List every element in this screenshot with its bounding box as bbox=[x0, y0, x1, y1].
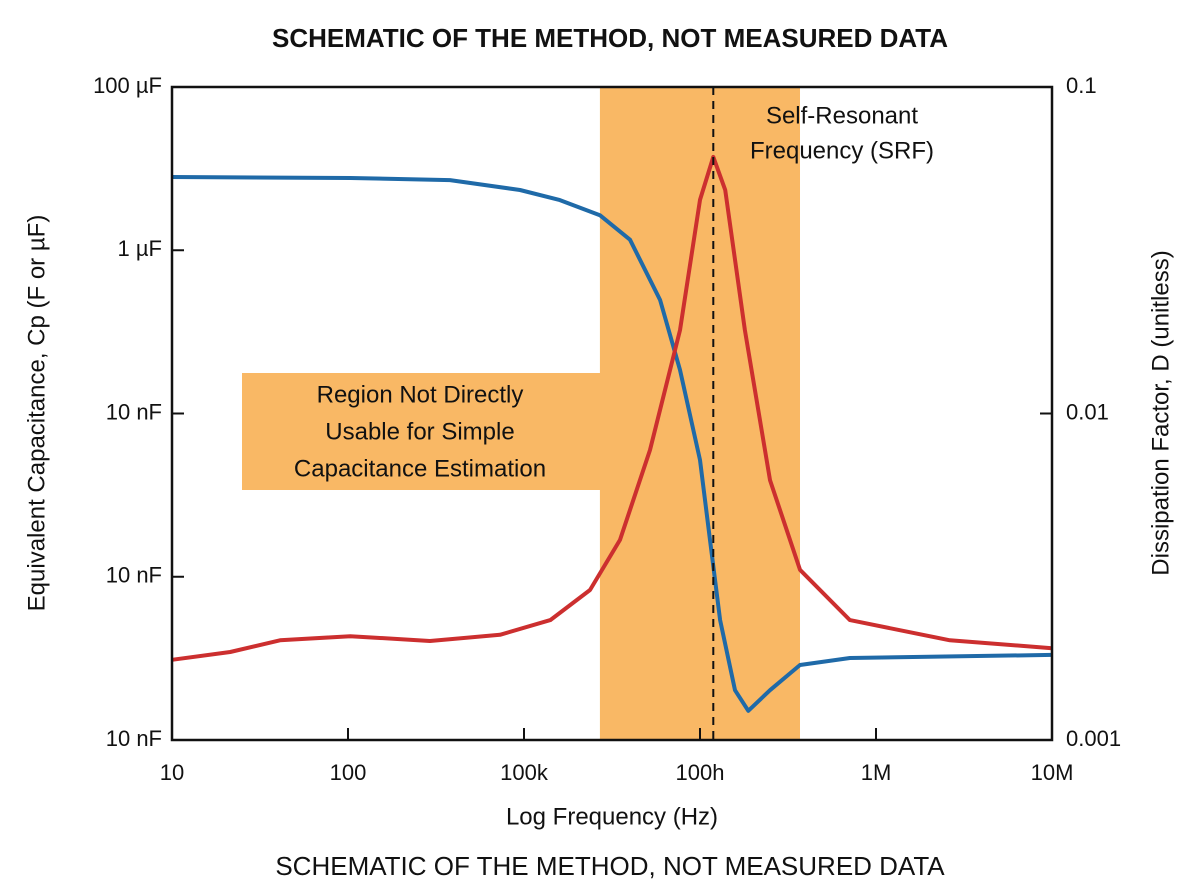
y-tick-label: 10 nF bbox=[106, 399, 162, 424]
annotation-text: Region Not Directly bbox=[317, 381, 524, 408]
chart-title: SCHEMATIC OF THE METHOD, NOT MEASURED DA… bbox=[272, 23, 948, 53]
data-line bbox=[171, 175, 1053, 713]
annotation-text: Capacitance Estimation bbox=[294, 455, 546, 482]
annotation-box bbox=[242, 373, 602, 490]
y-axis-label: Equivalent Capacitance, Cp (F or µF) bbox=[23, 215, 50, 612]
x-tick-label: 10 bbox=[160, 760, 184, 785]
x-axis-label: Log Frequency (Hz) bbox=[506, 803, 718, 830]
y-tick-label: 10 nF bbox=[106, 726, 162, 751]
chart-footer: SCHEMATIC OF THE METHOD, NOT MEASURED DA… bbox=[275, 851, 945, 881]
y-tick-label: 10 nF bbox=[106, 563, 162, 588]
y2-axis-label: Dissipation Factor, D (unitless) bbox=[1147, 250, 1174, 575]
annotation-text: Usable for Simple bbox=[325, 418, 514, 445]
y-tick-label: 100 µF bbox=[93, 73, 162, 98]
x-tick-label: 100 bbox=[330, 760, 367, 785]
x-tick-label: 10M bbox=[1031, 760, 1074, 785]
y-tick-label: 1 µF bbox=[118, 236, 162, 261]
x-tick-label: 100k bbox=[500, 760, 549, 785]
x-tick-label: 100h bbox=[676, 760, 725, 785]
data-line bbox=[171, 154, 1053, 662]
y2-tick-label: 0.01 bbox=[1066, 399, 1109, 424]
y2-tick-label: 0.1 bbox=[1066, 73, 1097, 98]
y2-tick-label: 0.001 bbox=[1066, 726, 1121, 751]
annotation-text: Self-Resonant bbox=[766, 102, 918, 129]
x-tick-label: 1M bbox=[861, 760, 892, 785]
annotation-text: Frequency (SRF) bbox=[750, 137, 934, 164]
highlight-region bbox=[599, 87, 801, 740]
